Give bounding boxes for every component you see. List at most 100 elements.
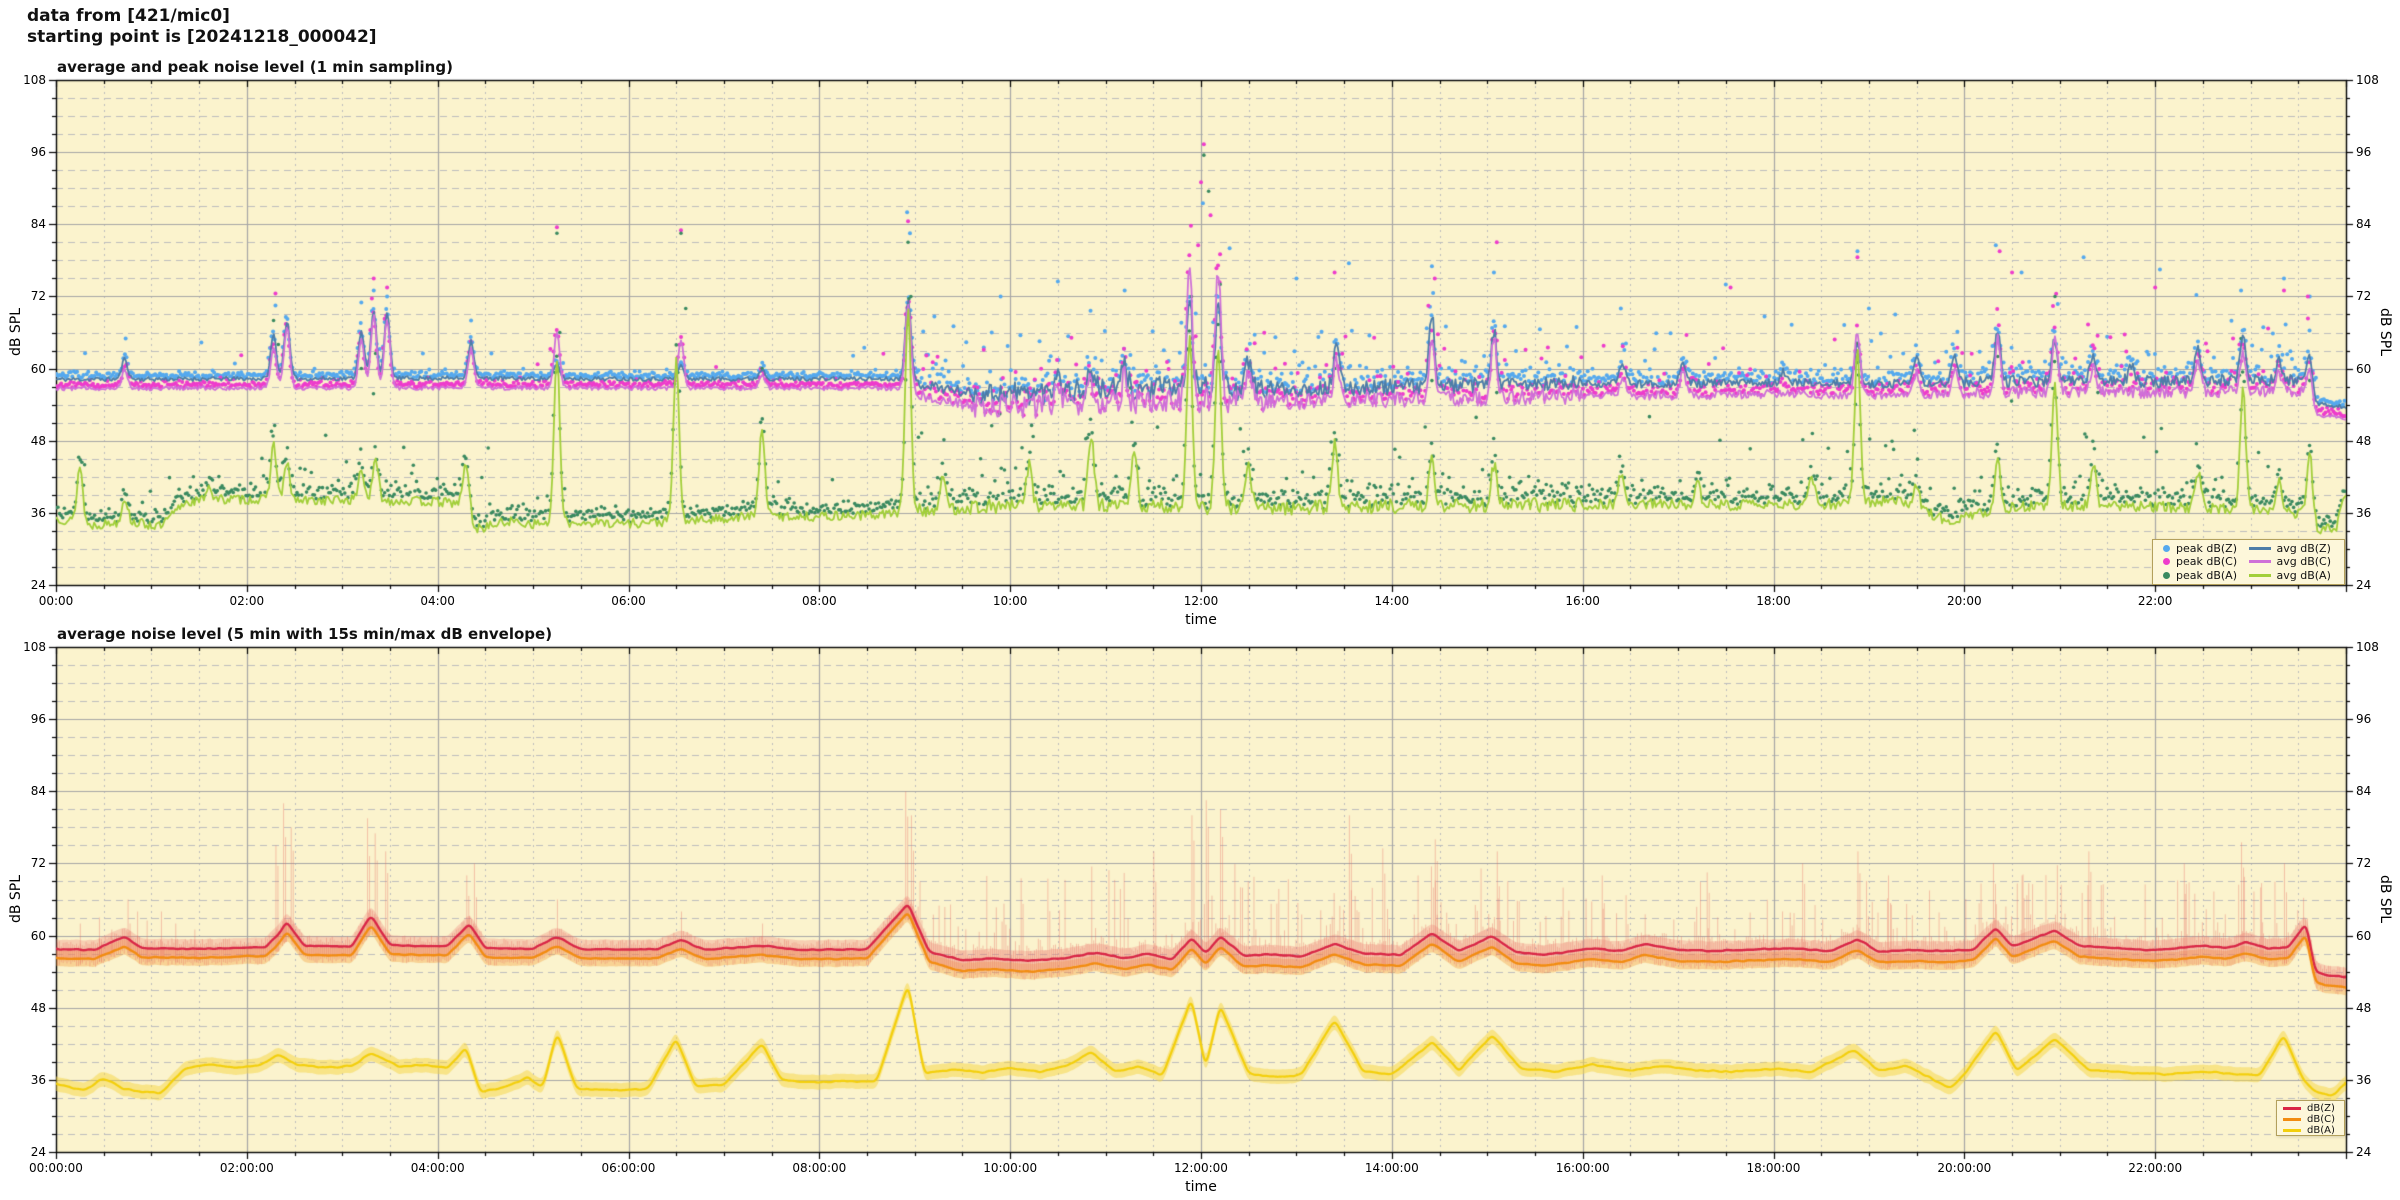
legend-label: avg dB(Z): [2276, 542, 2331, 556]
legend-item: dB(C): [2283, 1114, 2338, 1125]
legend-item: peak dB(A): [2159, 569, 2249, 582]
legend-label: peak dB(C): [2176, 555, 2238, 569]
y-tick-label-left: 48: [30, 1000, 46, 1015]
chart1-ylabel-left: dB SPL: [8, 307, 24, 357]
legend-label: peak dB(A): [2176, 568, 2237, 582]
y-tick-label-left: 24: [30, 1145, 46, 1159]
chart1-ylabel-right: dB SPL: [2377, 307, 2393, 357]
y-tick-label-left: 24: [30, 578, 46, 592]
x-tick-label: 04:00:00: [410, 1161, 465, 1175]
legend-label: dB(C): [2307, 1114, 2335, 1125]
x-tick-label: 04:00: [420, 594, 455, 608]
y-tick-label-right: 72: [2356, 856, 2372, 871]
legend-label: dB(A): [2307, 1125, 2335, 1136]
legend-dot-marker: [2163, 545, 2170, 553]
chart2-ylabel-right: dB SPL: [2377, 874, 2393, 924]
x-tick-label: 06:00:00: [601, 1161, 656, 1175]
legend-item: peak dB(Z): [2159, 542, 2249, 555]
x-tick-label: 12:00:00: [1174, 1161, 1228, 1175]
y-tick-label-left: 48: [30, 433, 46, 448]
y-tick-label-left: 108: [23, 73, 46, 87]
y-tick-label-left: 108: [23, 640, 46, 654]
legend-line-marker: [2283, 1129, 2301, 1132]
legend-item: peak dB(C): [2159, 555, 2249, 568]
x-tick-label: 12:00: [1183, 594, 1219, 608]
header: data from [421/mic0] starting point is […: [27, 6, 377, 48]
header-line-2: starting point is [20241218_000042]: [27, 27, 377, 47]
x-tick-label: 18:00:00: [1746, 1161, 1801, 1175]
x-tick-label: 16:00:00: [1555, 1161, 1610, 1175]
legend-item: dB(Z): [2283, 1103, 2338, 1114]
x-tick-label: 20:00: [1947, 594, 1982, 608]
x-tick-label: 14:00:00: [1364, 1161, 1419, 1175]
y-tick-label-right: 36: [2356, 505, 2372, 520]
x-tick-label: 02:00:00: [219, 1161, 274, 1175]
y-tick-label-right: 48: [2356, 1000, 2372, 1015]
legend-label: avg dB(C): [2276, 555, 2332, 569]
x-tick-label: 08:00: [802, 594, 837, 608]
y-tick-label-left: 96: [30, 145, 46, 160]
legend-line-marker: [2283, 1107, 2301, 1110]
legend-dot-marker: [2163, 558, 2170, 566]
x-tick-label: 22:00:00: [2128, 1161, 2183, 1175]
y-tick-label-left: 72: [30, 289, 46, 304]
y-tick-label-left: 36: [30, 1072, 46, 1087]
legend-line-marker: [2248, 573, 2271, 577]
legend-row: peak dB(Z) avg dB(Z): [2159, 542, 2338, 555]
legend-line-marker: [2248, 547, 2271, 551]
x-tick-label: 00:00: [38, 594, 74, 608]
chart1-title: average and peak noise level (1 min samp…: [57, 58, 453, 76]
x-tick-label: 08:00:00: [792, 1161, 847, 1175]
y-tick-label-right: 24: [2356, 578, 2372, 592]
chart2-ylabel-left: dB SPL: [8, 874, 24, 924]
legend-line-marker: [2248, 560, 2271, 564]
legend-label: avg dB(A): [2276, 568, 2331, 582]
y-tick-label-right: 36: [2356, 1072, 2372, 1087]
legend-item: avg dB(A): [2248, 568, 2339, 582]
y-tick-label-left: 60: [30, 928, 46, 943]
y-tick-label-left: 96: [30, 712, 46, 727]
legend-row: dB(C): [2283, 1114, 2338, 1125]
legend-dot-marker: [2163, 571, 2170, 579]
y-tick-label-right: 24: [2356, 1145, 2372, 1159]
y-tick-label-right: 96: [2356, 712, 2372, 727]
x-tick-label: 10:00:00: [983, 1161, 1038, 1175]
x-tick-label: 00:00:00: [29, 1161, 83, 1175]
header-line-1: data from [421/mic0]: [27, 6, 230, 26]
x-tick-label: 18:00: [1756, 594, 1791, 608]
legend-row: dB(Z): [2283, 1103, 2338, 1114]
x-tick-label: 14:00: [1374, 594, 1410, 608]
x-tick-label: 06:00: [611, 594, 646, 608]
y-tick-label-right: 108: [2356, 73, 2379, 87]
y-tick-label-right: 60: [2356, 928, 2372, 943]
legend-item: dB(A): [2283, 1125, 2338, 1136]
chart2-title: average noise level (5 min with 15s min/…: [57, 625, 553, 643]
legend-row: peak dB(C) avg dB(C): [2159, 555, 2338, 568]
legend-label: peak dB(Z): [2176, 542, 2238, 556]
y-tick-label-left: 72: [30, 856, 46, 871]
legend-line-marker: [2283, 1118, 2301, 1121]
y-tick-label-right: 72: [2356, 289, 2372, 304]
y-tick-label-left: 84: [30, 784, 46, 799]
x-tick-label: 16:00: [1565, 594, 1600, 608]
x-tick-label: 20:00:00: [1937, 1161, 1992, 1175]
y-tick-label-left: 60: [30, 361, 46, 376]
y-tick-label-right: 60: [2356, 361, 2372, 376]
chart1-xlabel: time: [1185, 612, 1217, 628]
y-tick-label-left: 84: [30, 217, 46, 232]
chart1-legend: peak dB(Z) avg dB(Z) peak dB(C) avg dB(C) pe…: [2152, 539, 2345, 585]
y-tick-label-right: 84: [2356, 217, 2372, 232]
y-tick-label-right: 84: [2356, 784, 2372, 799]
legend-item: avg dB(Z): [2248, 542, 2339, 556]
legend-label: dB(Z): [2307, 1103, 2335, 1114]
y-tick-label-right: 96: [2356, 145, 2372, 160]
x-tick-label: 22:00: [2137, 594, 2173, 608]
chart2-legend: dB(Z) dB(C) dB(A): [2276, 1100, 2345, 1136]
x-tick-label: 02:00: [229, 594, 265, 608]
legend-item: avg dB(C): [2248, 555, 2339, 569]
y-tick-label-right: 108: [2356, 640, 2379, 654]
legend-row: peak dB(A) avg dB(A): [2159, 569, 2338, 582]
chart2-xlabel: time: [1185, 1179, 1217, 1195]
